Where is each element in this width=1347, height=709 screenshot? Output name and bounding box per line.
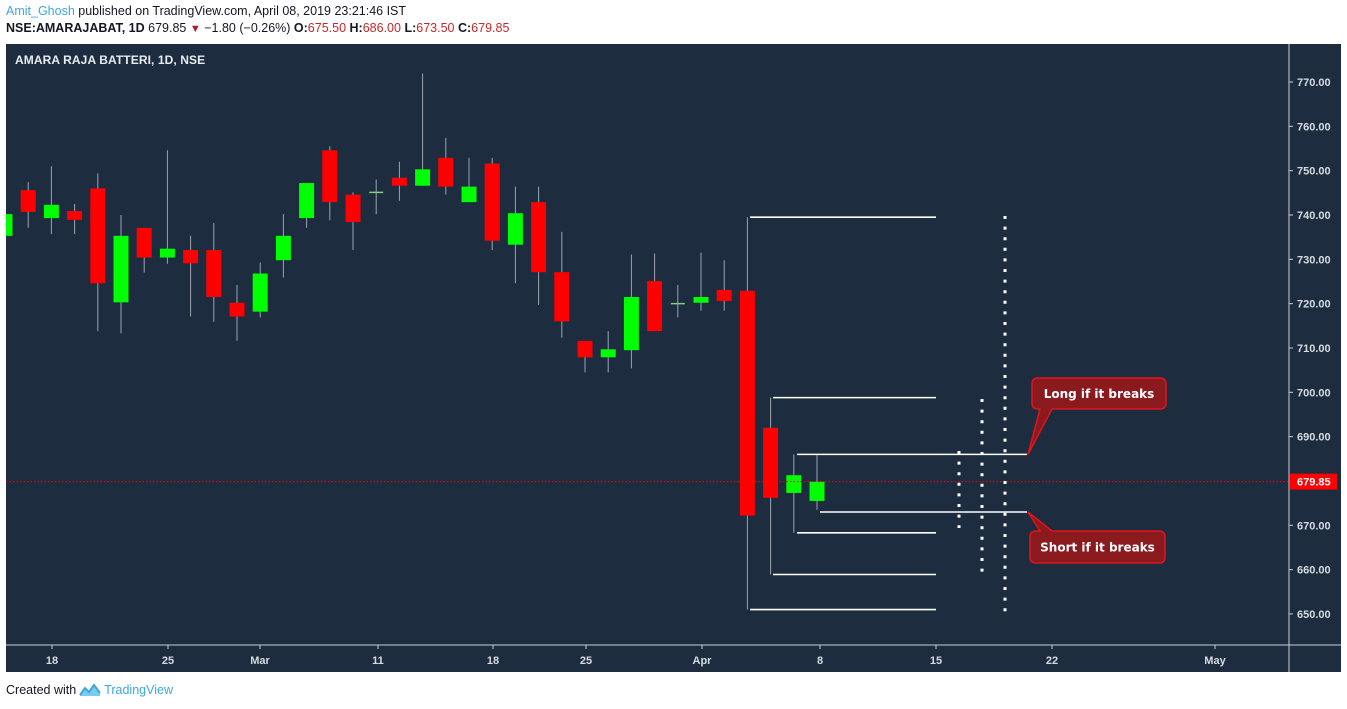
published-text: published on TradingView.com, April 08, …: [74, 4, 407, 18]
candle-up: [275, 235, 291, 261]
candle-down: [206, 250, 222, 298]
last-price-badge: [1290, 473, 1337, 490]
candle-down: [716, 289, 732, 301]
time-tick-label: 8: [817, 655, 823, 667]
candle-down: [183, 250, 199, 264]
candle-up: [623, 297, 639, 351]
candle-down: [67, 211, 83, 220]
created-with-label: Created with: [6, 683, 77, 697]
callout-label: Short if it breaks: [1040, 541, 1155, 555]
candle-down: [647, 281, 663, 332]
symbol-label: NSE:AMARAJABAT, 1D: [6, 21, 145, 35]
open-value: 675.50: [307, 21, 347, 35]
candle-down: [229, 302, 245, 317]
publish-header: Amit_Ghosh published on TradingView.com,…: [6, 3, 509, 38]
candle-down: [763, 427, 779, 498]
tradingview-link[interactable]: TradingView: [104, 683, 173, 697]
candlestick-chart[interactable]: Long if it breaks Short if it breaks 770.0…: [6, 44, 1341, 672]
candle-down: [739, 290, 755, 516]
candle-down: [438, 157, 454, 187]
candle-up: [6, 214, 13, 236]
time-tick-label: 22: [1046, 655, 1058, 667]
callout-bubble: [1027, 377, 1167, 455]
callout-short[interactable]: Short if it breaks: [1027, 511, 1166, 564]
candle-up: [461, 186, 477, 203]
price-tick-label: 740.00: [1297, 210, 1331, 222]
high-value: 686.00: [362, 21, 401, 35]
author-link[interactable]: Amit_Ghosh: [6, 4, 75, 18]
time-tick-label: 18: [46, 655, 58, 667]
last-price: 679.85: [148, 21, 187, 35]
candle-down: [20, 190, 36, 212]
price-tick-label: 750.00: [1297, 166, 1331, 178]
time-tick-label: 25: [162, 655, 174, 667]
footer: Created with TradingView: [6, 683, 173, 697]
candle-up: [693, 297, 709, 303]
time-tick-label: 11: [372, 655, 384, 667]
candle-down: [391, 177, 407, 186]
price-tick-label: 690.00: [1297, 432, 1331, 444]
price-change: −1.80 (−0.26%): [204, 21, 291, 35]
candle-up: [43, 204, 59, 219]
candle-up: [113, 235, 129, 303]
candle-down: [577, 340, 593, 358]
price-tick-label: 770.00: [1297, 77, 1331, 89]
time-tick-label: Apr: [693, 655, 713, 667]
price-tick-label: 700.00: [1297, 387, 1331, 399]
time-tick-label: Mar: [250, 655, 270, 667]
callout-bubble: [1027, 511, 1166, 564]
close-value: 679.85: [471, 21, 510, 35]
time-tick-label: 15: [930, 655, 942, 667]
price-tick-label: 650.00: [1297, 609, 1331, 621]
tradingview-logo-icon: [79, 683, 101, 696]
low-value: 673.50: [416, 21, 455, 35]
candle-down: [484, 163, 500, 241]
candle-down: [136, 227, 152, 258]
candle-up: [809, 481, 825, 501]
price-tick-label: 710.00: [1297, 343, 1331, 355]
candle-up: [600, 349, 616, 358]
quote-line: NSE:AMARAJABAT, 1D 679.85 ▼ −1.80 (−0.26…: [6, 20, 509, 38]
down-arrow-icon: ▼: [189, 23, 201, 35]
price-tick-label: 760.00: [1297, 121, 1331, 133]
candle-up: [786, 475, 802, 493]
candle-up: [252, 273, 268, 312]
publish-line: Amit_Ghosh published on TradingView.com,…: [6, 3, 509, 20]
price-tick-label: 660.00: [1297, 565, 1331, 577]
candle-up: [507, 213, 523, 245]
last-price-badge-label: 679.85: [1297, 477, 1331, 489]
callout-label: Long if it breaks: [1044, 387, 1155, 401]
candle-down: [90, 188, 106, 284]
chart-panel[interactable]: Long if it breaks Short if it breaks 770.0…: [6, 44, 1341, 672]
candle-up: [299, 183, 315, 219]
candle-down: [322, 150, 338, 203]
time-tick-label: May: [1204, 655, 1226, 667]
close-label: C:: [457, 21, 472, 35]
candle-down: [345, 194, 361, 223]
chart-title: AMARA RAJA BATTERI, 1D, NSE: [15, 53, 206, 67]
price-tick-label: 670.00: [1297, 520, 1331, 532]
candle-down: [554, 272, 570, 322]
low-label: L:: [404, 21, 417, 35]
candle-up: [415, 169, 431, 186]
candle-up: [159, 248, 175, 258]
open-label: O:: [293, 21, 308, 35]
callout-long[interactable]: Long if it breaks: [1027, 377, 1167, 455]
candle-down: [531, 202, 547, 273]
price-tick-label: 730.00: [1297, 254, 1331, 266]
time-tick-label: 25: [580, 655, 592, 667]
price-tick-label: 720.00: [1297, 299, 1331, 311]
time-tick-label: 18: [487, 655, 499, 667]
high-label: H:: [349, 21, 363, 35]
